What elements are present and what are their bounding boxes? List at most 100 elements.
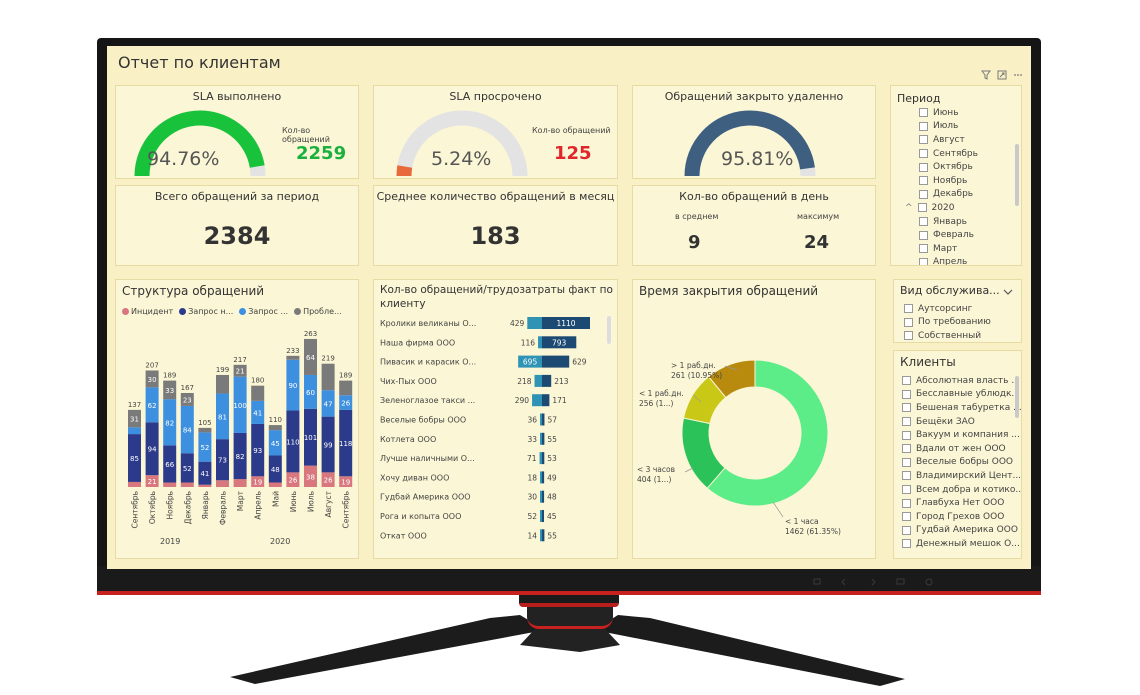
checkbox[interactable] bbox=[902, 525, 911, 535]
bar-segment[interactable] bbox=[180, 392, 194, 406]
checkbox[interactable] bbox=[919, 217, 928, 227]
client-item[interactable]: Бесславные ублюдк... bbox=[902, 388, 1020, 402]
bar-segment[interactable] bbox=[304, 408, 317, 466]
donut-slice[interactable] bbox=[707, 359, 756, 399]
client-item[interactable]: Главбуха Нет ООО bbox=[902, 496, 1020, 510]
bar-segment[interactable] bbox=[321, 363, 335, 391]
bar-segment[interactable] bbox=[339, 409, 353, 477]
sla-overdue-card[interactable]: SLA просрочено 5.24% Кол-во обращений 12… bbox=[373, 85, 618, 179]
checkbox[interactable] bbox=[919, 121, 928, 131]
count-bar[interactable] bbox=[540, 471, 542, 484]
labor-bar[interactable] bbox=[542, 355, 570, 368]
labor-bar[interactable] bbox=[542, 490, 545, 503]
checkbox[interactable] bbox=[919, 176, 928, 186]
clients-slicer[interactable]: Клиенты Абсолютная власть ... Бесславные … bbox=[893, 350, 1022, 559]
labor-bar[interactable] bbox=[542, 471, 545, 484]
count-bar[interactable] bbox=[527, 317, 542, 329]
labor-bar[interactable] bbox=[542, 374, 552, 387]
bar-segment[interactable] bbox=[198, 427, 212, 433]
period-slicer-item[interactable]: Март bbox=[905, 242, 1015, 256]
period-slicer-item[interactable]: Август bbox=[905, 133, 1015, 147]
client-item[interactable]: Всем добра и котико... bbox=[902, 483, 1021, 497]
period-slicer-item[interactable]: Июль bbox=[905, 120, 1015, 134]
bar-segment[interactable] bbox=[321, 390, 335, 417]
labor-bar[interactable] bbox=[542, 413, 545, 426]
labor-bar[interactable] bbox=[542, 394, 550, 407]
bar-segment[interactable] bbox=[128, 427, 141, 435]
period-slicer-scrollbar[interactable] bbox=[1015, 144, 1019, 206]
labor-bar[interactable] bbox=[542, 452, 545, 465]
count-bar[interactable] bbox=[540, 432, 542, 445]
count-bar[interactable] bbox=[538, 336, 542, 349]
checkbox[interactable] bbox=[919, 108, 928, 118]
client-item[interactable]: Город Грехов ООО bbox=[902, 510, 1020, 524]
count-bar[interactable] bbox=[518, 355, 542, 368]
bar-segment[interactable] bbox=[128, 481, 141, 487]
bar-segment[interactable] bbox=[268, 455, 282, 483]
service-type-slicer[interactable]: Вид обслужива... Аутсорсинг По требованию… bbox=[893, 279, 1022, 343]
count-bar[interactable] bbox=[534, 374, 542, 387]
sla-done-card[interactable]: SLA выполнено 94.76% Кол-во обращений 22… bbox=[115, 85, 359, 179]
labor-bar[interactable] bbox=[542, 529, 545, 542]
service-type-item[interactable]: По требованию bbox=[904, 316, 1019, 330]
legend-item[interactable]: Запрос н... bbox=[179, 307, 233, 316]
bar-segment[interactable] bbox=[216, 393, 229, 440]
checkbox[interactable] bbox=[904, 331, 913, 341]
client-item[interactable]: Вдали от жен ООО bbox=[902, 442, 1020, 456]
count-bar[interactable] bbox=[540, 510, 542, 522]
count-bar[interactable] bbox=[539, 452, 542, 465]
checkbox[interactable] bbox=[919, 149, 928, 159]
period-slicer-item[interactable]: Январь bbox=[905, 215, 1015, 229]
client-item[interactable]: Гудбай Америка ООО bbox=[902, 524, 1020, 538]
per-day-card[interactable]: Кол-во обращений в день в среднем максим… bbox=[632, 185, 876, 266]
legend-item[interactable]: Запрос ... bbox=[239, 307, 288, 316]
bar-segment[interactable] bbox=[216, 480, 229, 487]
client-item[interactable]: Денежный мешок О... bbox=[902, 537, 1020, 551]
bar-segment[interactable] bbox=[286, 472, 300, 487]
legend-item[interactable]: Инцидент bbox=[122, 307, 173, 316]
count-bar[interactable] bbox=[540, 529, 542, 542]
checkbox[interactable] bbox=[919, 244, 928, 254]
bar-segment[interactable] bbox=[304, 338, 317, 375]
checkbox[interactable] bbox=[902, 444, 911, 454]
bar-segment[interactable] bbox=[145, 475, 159, 487]
checkbox[interactable] bbox=[902, 512, 911, 522]
labor-bar[interactable] bbox=[542, 432, 545, 445]
checkbox[interactable] bbox=[919, 230, 928, 240]
collapse-caret-icon[interactable]: ^ bbox=[905, 202, 913, 213]
labor-bar[interactable] bbox=[542, 510, 544, 522]
bar-segment[interactable] bbox=[268, 430, 282, 456]
bar-segment[interactable] bbox=[145, 422, 159, 476]
bar-segment[interactable] bbox=[286, 359, 300, 411]
period-slicer-item[interactable]: Ноябрь bbox=[905, 174, 1015, 188]
labor-chart-scrollbar[interactable] bbox=[607, 316, 611, 344]
bar-segment[interactable] bbox=[145, 387, 159, 423]
checkbox[interactable] bbox=[902, 539, 911, 549]
checkbox[interactable] bbox=[919, 189, 928, 199]
checkbox[interactable] bbox=[904, 317, 913, 327]
service-type-item[interactable]: Собственный bbox=[904, 329, 1019, 343]
bar-segment[interactable] bbox=[251, 385, 265, 401]
count-bar[interactable] bbox=[540, 490, 542, 503]
count-bar[interactable] bbox=[532, 394, 542, 407]
period-slicer-item[interactable]: Декабрь bbox=[905, 188, 1015, 202]
bar-segment[interactable] bbox=[180, 405, 194, 454]
structure-chart-card[interactable]: Структура обращений Инцидент Запрос н... З… bbox=[115, 279, 359, 559]
period-slicer-item[interactable]: Сентябрь bbox=[905, 147, 1015, 161]
close-time-chart-card[interactable]: Время закрытия обращений < 1 часа 1462 (6… bbox=[632, 279, 876, 559]
bar-segment[interactable] bbox=[233, 376, 247, 433]
bar-segment[interactable] bbox=[198, 484, 212, 487]
bar-segment[interactable] bbox=[145, 370, 159, 388]
bar-segment[interactable] bbox=[128, 409, 141, 428]
checkbox[interactable] bbox=[917, 203, 927, 213]
total-requests-card[interactable]: Всего обращений за период 2384 bbox=[115, 185, 359, 266]
legend-item[interactable]: Пробле... bbox=[294, 307, 342, 316]
bar-segment[interactable] bbox=[304, 374, 317, 409]
filter-icon[interactable] bbox=[981, 70, 991, 80]
bar-segment[interactable] bbox=[304, 465, 317, 487]
bar-segment[interactable] bbox=[321, 416, 335, 473]
more-options-icon[interactable] bbox=[1013, 70, 1023, 80]
checkbox[interactable] bbox=[902, 376, 911, 386]
bar-segment[interactable] bbox=[339, 395, 353, 410]
bar-segment[interactable] bbox=[286, 410, 300, 473]
